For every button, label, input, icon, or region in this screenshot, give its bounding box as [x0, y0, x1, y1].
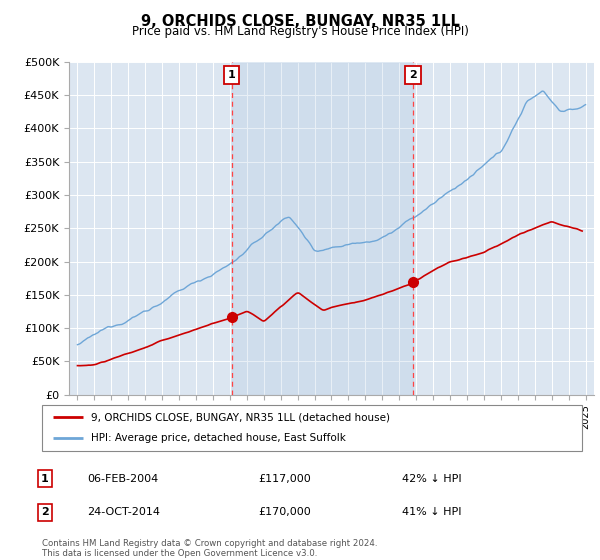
Text: 24-OCT-2014: 24-OCT-2014: [87, 507, 160, 517]
Bar: [232, 62, 413, 395]
Text: 2: 2: [409, 70, 416, 80]
Text: £170,000: £170,000: [258, 507, 311, 517]
Text: 42% ↓ HPI: 42% ↓ HPI: [402, 474, 461, 484]
Text: 06-FEB-2004: 06-FEB-2004: [87, 474, 158, 484]
Text: 2: 2: [41, 507, 49, 517]
Text: 1: 1: [41, 474, 49, 484]
Text: £117,000: £117,000: [258, 474, 311, 484]
Text: 9, ORCHIDS CLOSE, BUNGAY, NR35 1LL: 9, ORCHIDS CLOSE, BUNGAY, NR35 1LL: [140, 14, 460, 29]
Text: HPI: Average price, detached house, East Suffolk: HPI: Average price, detached house, East…: [91, 433, 346, 444]
Text: Price paid vs. HM Land Registry's House Price Index (HPI): Price paid vs. HM Land Registry's House …: [131, 25, 469, 38]
FancyBboxPatch shape: [42, 405, 582, 451]
Text: 1: 1: [228, 70, 235, 80]
Text: 9, ORCHIDS CLOSE, BUNGAY, NR35 1LL (detached house): 9, ORCHIDS CLOSE, BUNGAY, NR35 1LL (deta…: [91, 412, 389, 422]
Text: 41% ↓ HPI: 41% ↓ HPI: [402, 507, 461, 517]
Text: Contains HM Land Registry data © Crown copyright and database right 2024.
This d: Contains HM Land Registry data © Crown c…: [42, 539, 377, 558]
